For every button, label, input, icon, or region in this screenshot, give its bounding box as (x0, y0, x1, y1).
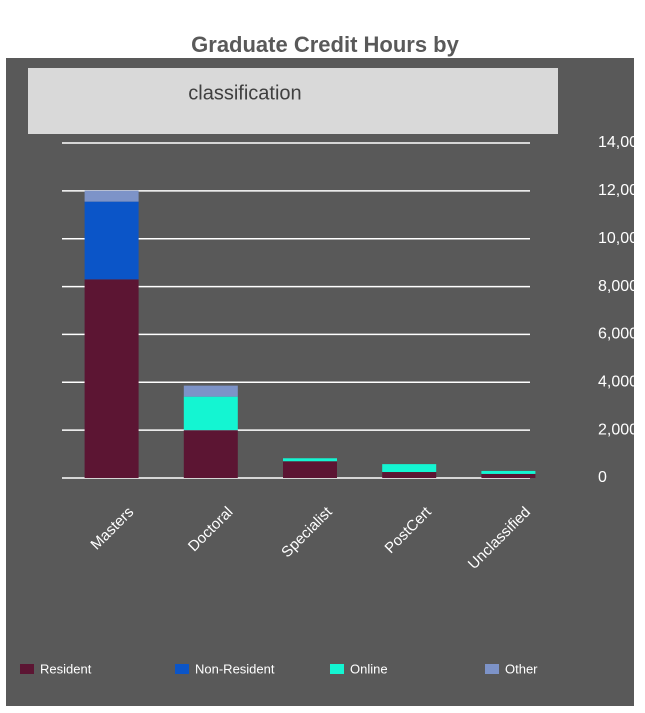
bar-segment (183, 396, 238, 431)
bar-segment (382, 472, 437, 478)
bar-segment (84, 279, 139, 478)
chart-title: Graduate Credit Hours by (191, 32, 459, 57)
legend-label: Online (350, 661, 388, 676)
legend-label: Other (505, 661, 538, 676)
legend-swatch (20, 664, 34, 674)
legend-swatch (485, 664, 499, 674)
bar-segment (283, 461, 337, 478)
bar-segment (84, 201, 139, 280)
bar-segment (84, 190, 139, 202)
y-tick-label: 8,000 (598, 278, 638, 295)
bar-segment (481, 473, 536, 478)
legend-label: Non-Resident (195, 661, 275, 676)
bar-segment (283, 458, 337, 462)
y-tick-label: 4,000 (598, 374, 638, 391)
legend-label: Resident (40, 661, 92, 676)
chart-subtitle: classification (188, 82, 301, 104)
bar-segment (183, 430, 238, 478)
y-tick-label: 10,000 (598, 230, 645, 247)
y-tick-label: 6,000 (598, 326, 638, 343)
subtitle-band (28, 68, 558, 134)
bar-segment (183, 385, 238, 397)
y-tick-label: 12,000 (598, 182, 645, 199)
bar-segment (481, 470, 536, 474)
y-tick-label: 2,000 (598, 421, 638, 438)
legend-swatch (330, 664, 344, 674)
legend-swatch (175, 664, 189, 674)
bar-segment (382, 464, 437, 473)
y-tick-label: 0 (598, 469, 607, 486)
title-band (6, 6, 634, 58)
y-tick-label: 14,000 (598, 134, 645, 151)
